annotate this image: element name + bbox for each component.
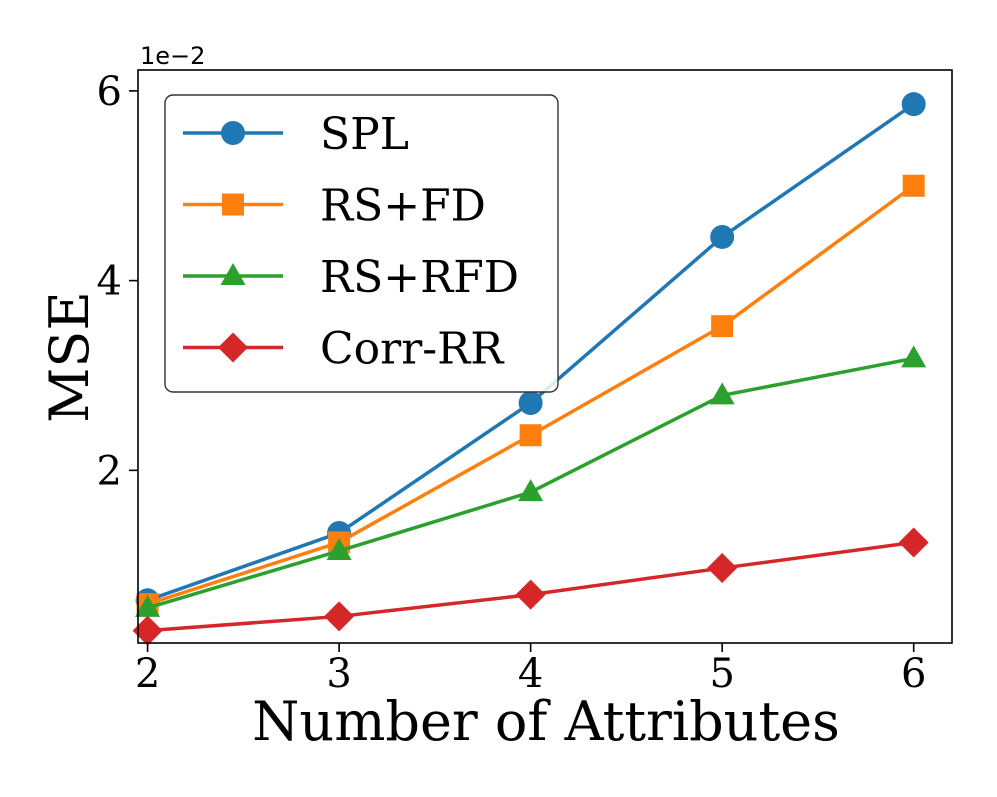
x-tick-label: 4 [518,651,543,697]
series-corr-rr [132,527,929,646]
data-point-spl [518,390,543,415]
x-tick-label: 5 [709,651,734,697]
data-point-spl [710,224,735,249]
x-axis: 2 3 4 5 6 [135,643,926,697]
y-tick-label: 4 [97,259,122,305]
legend-label: RS+FD [320,181,486,232]
series-layer [132,92,929,646]
y-offset-label: 1e−2 [140,42,205,70]
axes-frame [137,69,953,644]
x-tick-label: 6 [901,651,926,697]
y-tick-label: 6 [97,69,122,115]
data-point-rs-fd [902,174,925,197]
data-point-rs-rfd [901,345,927,368]
legend-label: RS+RFD [320,252,519,303]
data-point-rs-rfd [709,382,735,405]
legend: SPL RS+FD RS+RFD Corr-RR [164,94,559,393]
data-point-corr-rr [324,601,355,632]
legend-box [164,94,559,393]
y-tick-label: 2 [97,448,122,494]
legend-marker-rs-rfd [220,263,246,285]
legend-marker-rs-fd [222,193,244,216]
legend-item-spl: SPL [183,109,409,160]
y-axis: 2 4 6 [97,69,138,494]
series-rs-rfd [135,345,927,617]
x-tick-label: 2 [135,651,160,697]
data-point-rs-rfd [135,594,161,617]
legend-label: Corr-RR [320,324,505,375]
legend-item-rs-rfd: RS+RFD [183,252,519,303]
data-point-corr-rr [515,579,546,610]
data-point-spl [901,92,926,117]
data-point-rs-rfd [518,479,544,502]
legend-marker-spl [221,121,245,145]
data-point-corr-rr [132,615,163,646]
legend-marker-corr-rr [218,332,248,363]
x-axis-title: Number of Attributes [252,690,840,753]
legend-label: SPL [320,109,409,160]
legend-item-corr-rr: Corr-RR [183,324,505,375]
x-tick-label: 3 [326,651,351,697]
legend-item-rs-fd: RS+FD [183,181,486,232]
data-point-rs-fd [711,315,734,338]
data-point-rs-fd [519,424,542,447]
y-axis-title: MSE [38,291,101,423]
data-point-corr-rr [898,527,929,558]
data-point-rs-rfd [326,537,352,560]
data-point-corr-rr [707,553,738,584]
